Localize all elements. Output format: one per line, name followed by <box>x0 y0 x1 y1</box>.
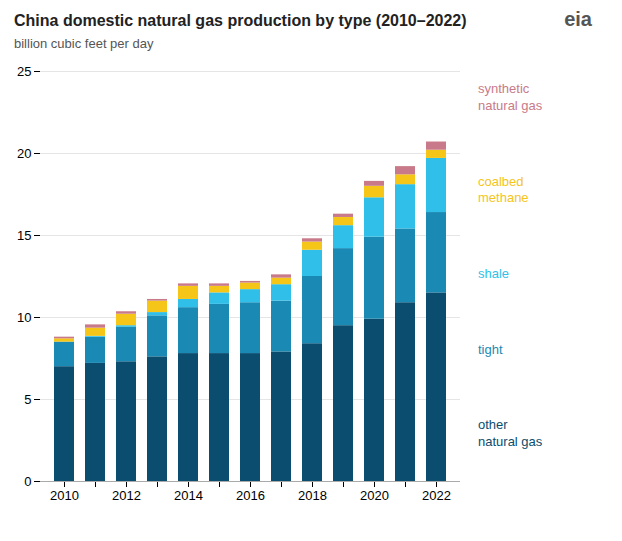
svg-text:2020: 2020 <box>360 488 389 503</box>
html-text:China domestic natural gas pro: China domestic natural gas production by… <box>14 12 467 29</box>
svg-text:2014: 2014 <box>174 488 203 503</box>
svg-text:2016: 2016 <box>236 488 265 503</box>
html-text:shale: shale <box>478 266 510 281</box>
svg-text:10: 10 <box>17 310 31 325</box>
svg-text:2010: 2010 <box>50 488 79 503</box>
svg-text:0: 0 <box>24 474 31 489</box>
svg-text:5: 5 <box>24 392 31 407</box>
html-text:tight: tight <box>478 341 503 357</box>
svg-text:2012: 2012 <box>112 488 141 503</box>
svg-text:25: 25 <box>17 64 31 79</box>
html-text:billion cubic feet per day: billion cubic feet per day <box>14 36 154 51</box>
svg-text:20: 20 <box>17 146 31 161</box>
html-text:eia: eia <box>564 8 592 30</box>
html-text:other natural gas: other natural gas <box>478 417 543 450</box>
html-text:synthetic natural gas: synthetic natural gas <box>478 81 543 113</box>
svg-text:2018: 2018 <box>298 488 327 503</box>
svg-text:2022: 2022 <box>422 488 451 503</box>
html-text:coalbed methane: coalbed methane <box>478 173 529 206</box>
svg-text:15: 15 <box>17 228 31 243</box>
